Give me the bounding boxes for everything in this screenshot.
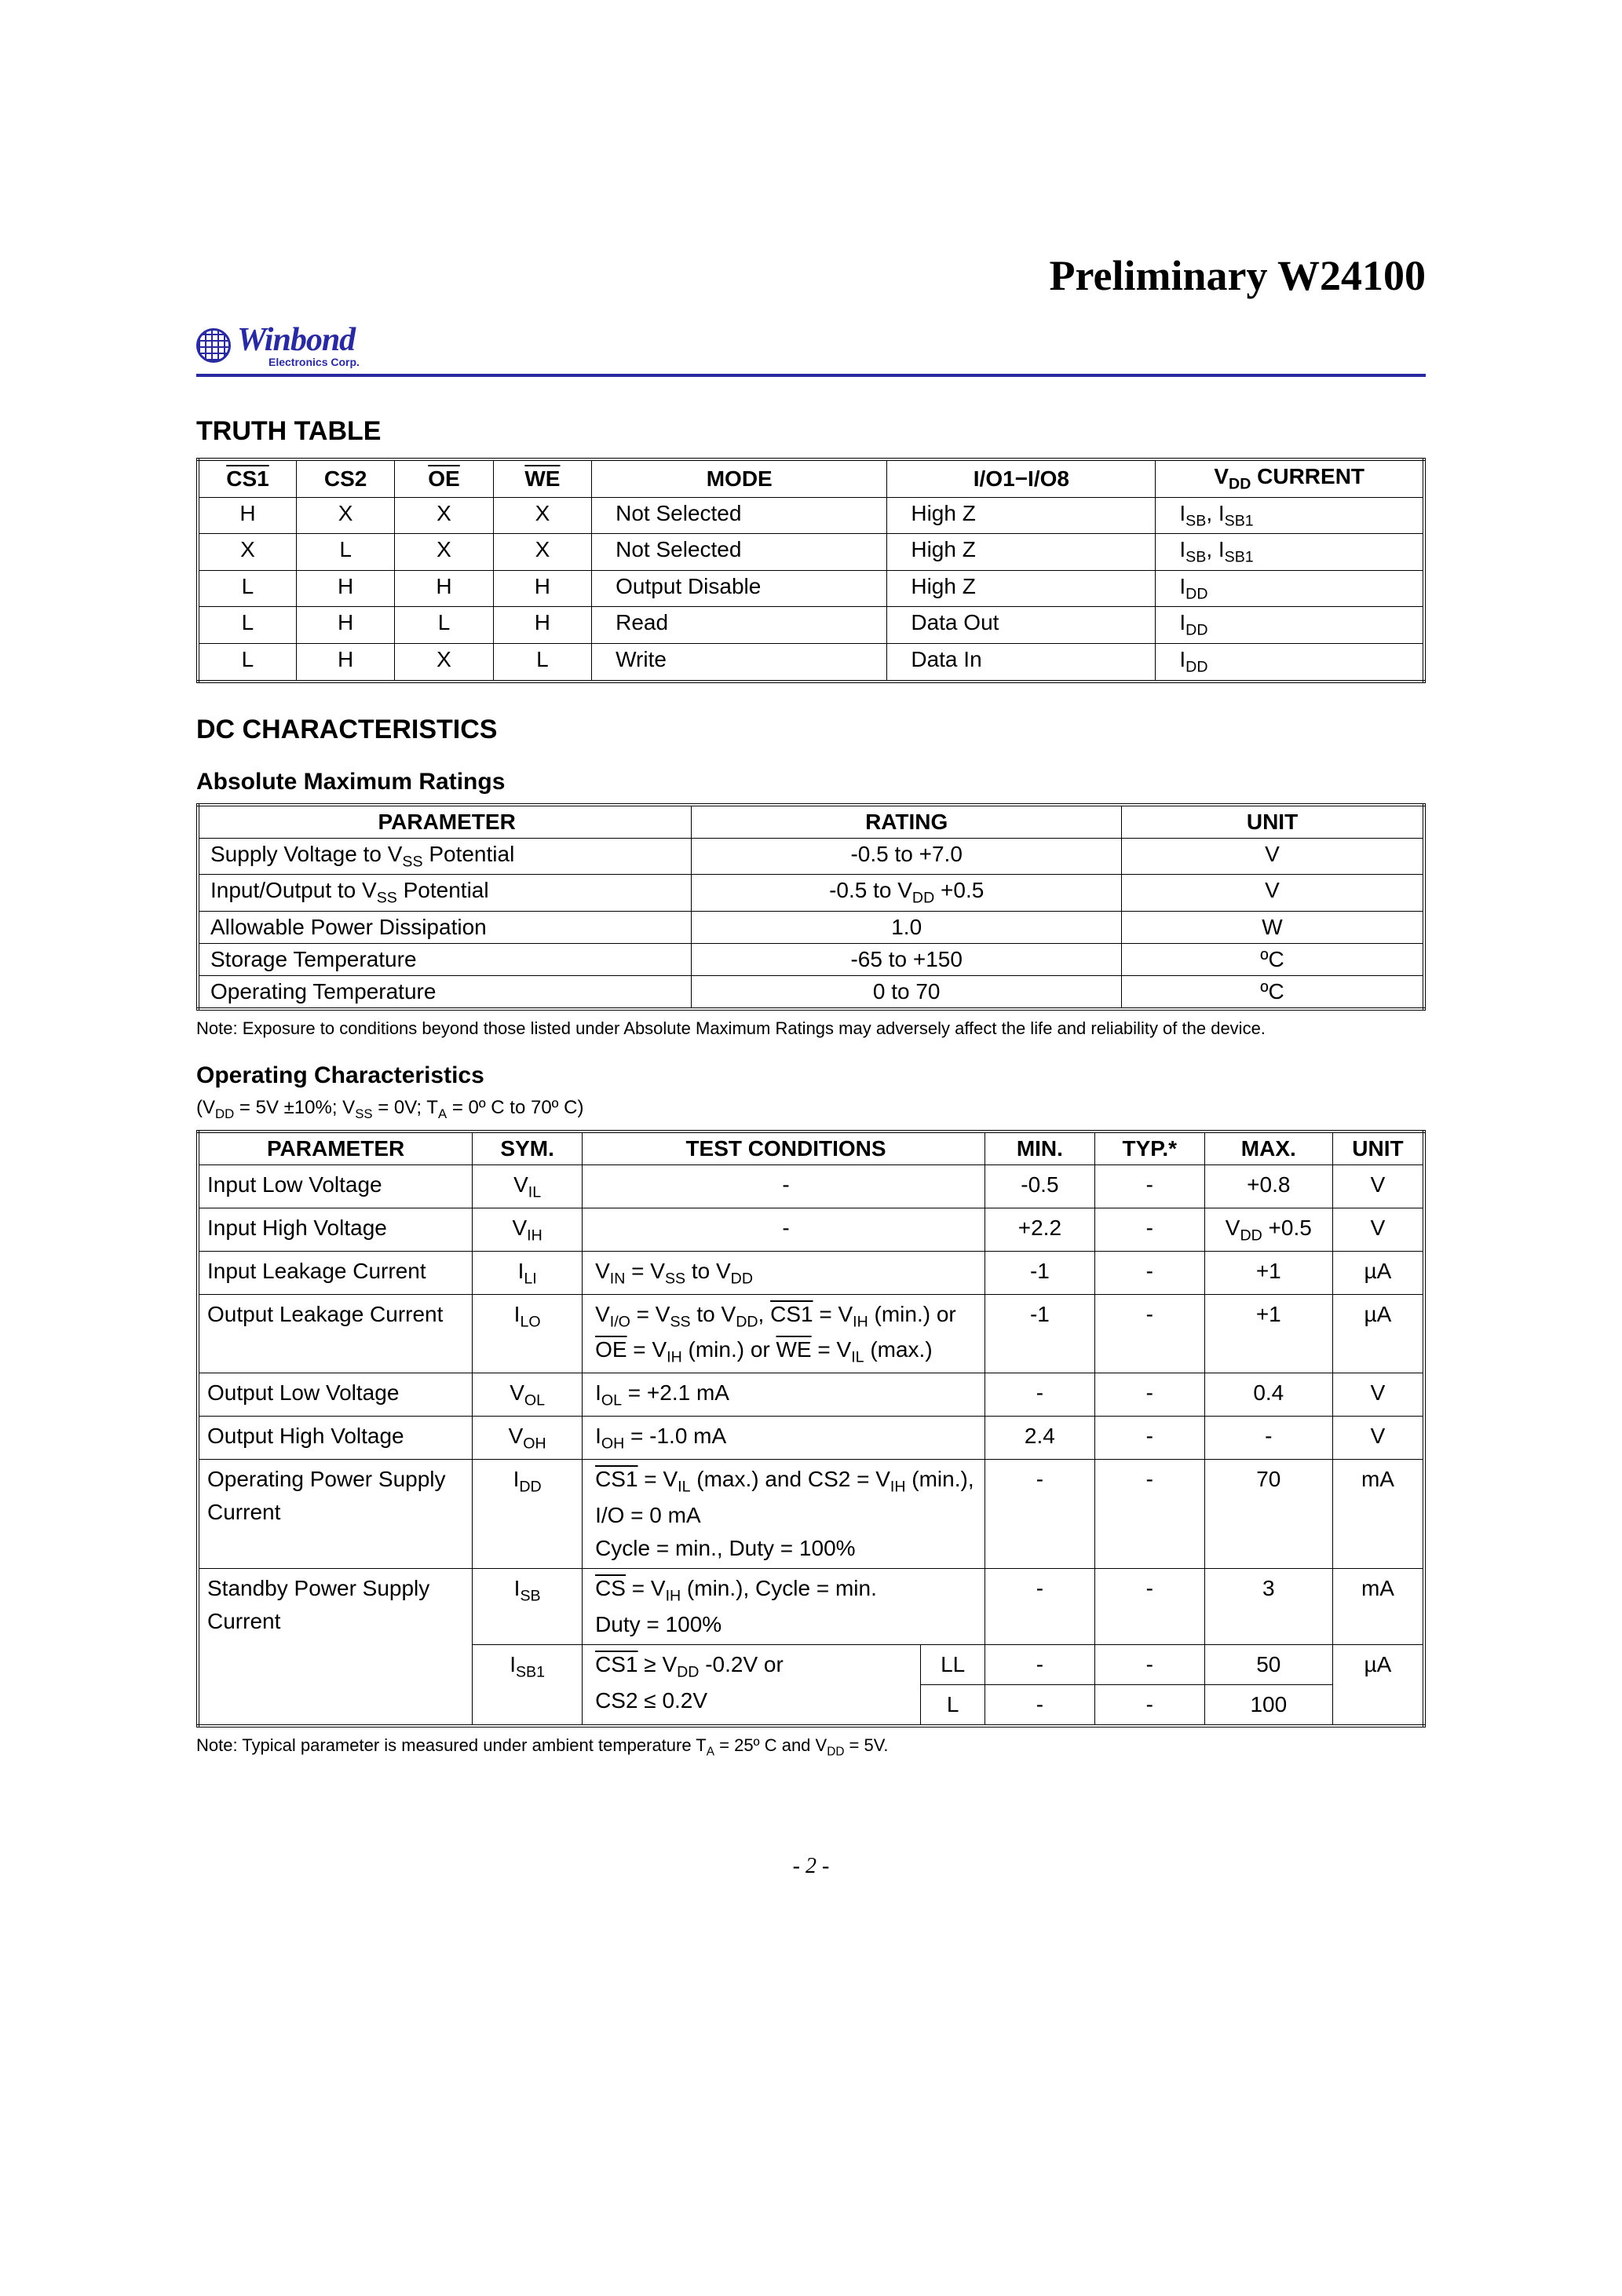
table-header-row: PARAMETER RATING UNIT: [198, 805, 1424, 839]
oc-conditions: (VDD = 5V ±10%; VSS = 0V; TA = 0º C to 7…: [196, 1097, 1426, 1122]
document-title: Preliminary W24100: [196, 251, 1426, 300]
amr-table: PARAMETER RATING UNIT Supply Voltage to …: [196, 803, 1426, 1011]
table-row: HXXXNot SelectedHigh ZISB, ISB1: [198, 497, 1424, 534]
table-row: Operating Temperature0 to 70ºC: [198, 975, 1424, 1009]
table-row: Input/Output to VSS Potential-0.5 to VDD…: [198, 875, 1424, 912]
table-row: Input Leakage CurrentILI VIN = VSS to VD…: [198, 1251, 1424, 1294]
oc-table: PARAMETER SYM. TEST CONDITIONS MIN. TYP.…: [196, 1130, 1426, 1728]
table-row: LHXLWriteData InIDD: [198, 643, 1424, 681]
table-row: LHLHReadData OutIDD: [198, 607, 1424, 644]
truth-table-heading: TRUTH TABLE: [196, 416, 1426, 447]
logo-main-text: Winbond: [237, 324, 360, 356]
dc-characteristics-heading: DC CHARACTERISTICS: [196, 715, 1426, 745]
table-header-row: PARAMETER SYM. TEST CONDITIONS MIN. TYP.…: [198, 1132, 1424, 1165]
oc-heading: Operating Characteristics: [196, 1062, 1426, 1089]
logo-sub-text: Electronics Corp.: [269, 356, 360, 367]
amr-heading: Absolute Maximum Ratings: [196, 769, 1426, 795]
page-number: - 2 -: [196, 1854, 1426, 1879]
table-header-row: CS1 CS2 OE WE MODE I/O1−I/O8 VDD CURRENT: [198, 459, 1424, 497]
table-row: Output Low VoltageVOL IOL = +2.1 mA --0.…: [198, 1373, 1424, 1417]
amr-note: Note: Exposure to conditions beyond thos…: [196, 1018, 1426, 1039]
table-row: Input High VoltageVIH - +2.2-VDD +0.5V: [198, 1208, 1424, 1251]
truth-table: CS1 CS2 OE WE MODE I/O1−I/O8 VDD CURRENT…: [196, 458, 1426, 683]
table-row: Input Low VoltageVIL - -0.5-+0.8V: [198, 1164, 1424, 1208]
globe-icon: [196, 328, 231, 363]
table-row: XLXXNot SelectedHigh ZISB, ISB1: [198, 534, 1424, 571]
table-row: Allowable Power Dissipation1.0W: [198, 911, 1424, 943]
table-row: Storage Temperature-65 to +150ºC: [198, 943, 1424, 975]
table-row: Output High VoltageVOH IOH = -1.0 mA 2.4…: [198, 1417, 1424, 1460]
oc-note: Note: Typical parameter is measured unde…: [196, 1735, 1426, 1759]
table-row: Standby Power Supply CurrentISB CS = VIH…: [198, 1569, 1424, 1645]
table-row: Supply Voltage to VSS Potential-0.5 to +…: [198, 838, 1424, 875]
company-logo: Winbond Electronics Corp.: [196, 324, 360, 367]
table-row: LHHHOutput DisableHigh ZIDD: [198, 570, 1424, 607]
table-row: Operating Power Supply CurrentIDD CS1 = …: [198, 1460, 1424, 1569]
header-rule: Winbond Electronics Corp.: [196, 324, 1426, 377]
table-row: Output Leakage CurrentILO VI/O = VSS to …: [198, 1294, 1424, 1373]
